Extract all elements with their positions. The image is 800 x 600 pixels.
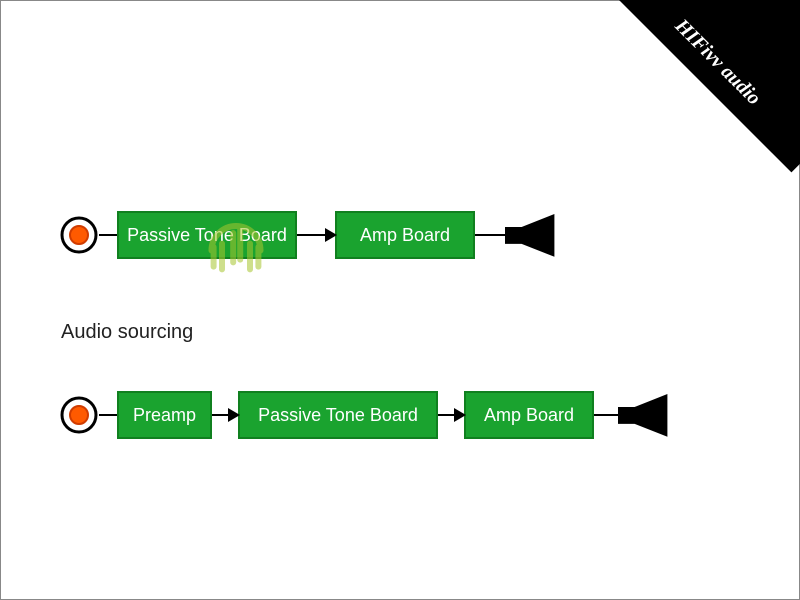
connector-line xyxy=(99,234,117,236)
brand-ribbon-text: HIFivv audio xyxy=(670,15,765,110)
connector-line xyxy=(475,234,505,236)
signal-block-label: Preamp xyxy=(133,405,196,426)
speaker-icon xyxy=(505,212,557,259)
signal-block-label: Passive Tone Board xyxy=(127,225,287,246)
signal-chain-row-2: Preamp Passive Tone Board Amp Board xyxy=(59,391,670,439)
connector-line xyxy=(594,414,618,416)
speaker-icon xyxy=(618,392,670,439)
input-jack-icon xyxy=(59,395,99,435)
signal-block: Passive Tone Board xyxy=(238,391,438,439)
arrow-icon xyxy=(297,234,335,236)
signal-block-label: Amp Board xyxy=(484,405,574,426)
input-jack-icon xyxy=(59,215,99,255)
section-label-audio-sourcing: Audio sourcing xyxy=(61,321,193,344)
brand-ribbon: HIFivv audio xyxy=(608,0,800,172)
arrow-icon xyxy=(438,414,464,416)
signal-block-label: Passive Tone Board xyxy=(258,405,418,426)
signal-block: Amp Board xyxy=(335,211,475,259)
connector-line xyxy=(99,414,117,416)
signal-block: Passive Tone Board xyxy=(117,211,297,259)
signal-block: Preamp xyxy=(117,391,212,439)
signal-chain-row-1: Passive Tone Board Amp Board xyxy=(59,211,557,259)
signal-block-label: Amp Board xyxy=(360,225,450,246)
arrow-icon xyxy=(212,414,238,416)
signal-block: Amp Board xyxy=(464,391,594,439)
